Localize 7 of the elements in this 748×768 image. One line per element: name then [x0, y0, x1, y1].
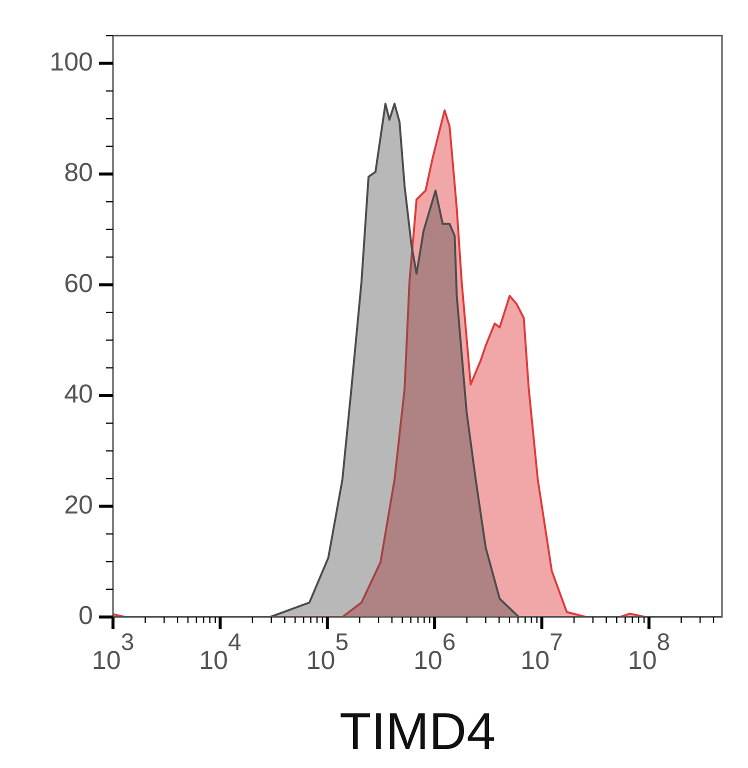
- y-tick-label: 40: [64, 378, 93, 409]
- y-tick-label: 80: [64, 157, 93, 188]
- y-tick-label: 20: [64, 489, 93, 520]
- x-axis-title: TIMD4: [340, 703, 496, 762]
- y-tick-label: 100: [50, 46, 93, 76]
- y-tick-label: 60: [64, 268, 93, 298]
- y-tick-label: 0: [78, 600, 93, 630]
